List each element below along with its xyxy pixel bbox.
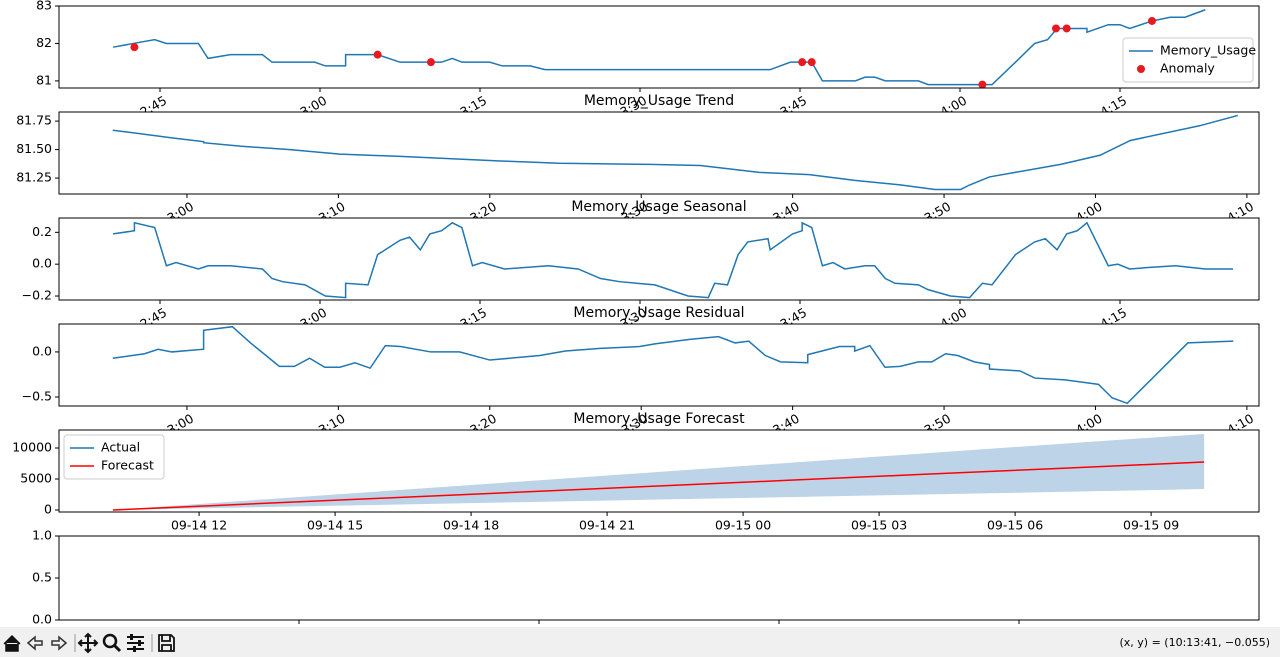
axes-title: Memory_Usage Trend [584, 93, 734, 109]
anomaly-point [978, 80, 987, 89]
axes-frame [58, 111, 1260, 195]
slider-knob [130, 634, 133, 640]
y-tick-label: 81.25 [16, 170, 52, 185]
toolbar-background [0, 627, 1280, 657]
slider-knob [138, 640, 141, 646]
x-tick-label: 09-14 18 [443, 518, 499, 533]
y-tick-label: −0.5 [22, 388, 52, 403]
y-tick-label: 81.75 [16, 113, 52, 128]
x-tick-label: 09-15 00 [715, 518, 771, 533]
confidence-band [112, 433, 1205, 510]
slider-knob [133, 646, 136, 652]
anomaly-point [1148, 16, 1157, 25]
axes-title: Memory_Usage Residual [573, 305, 744, 321]
x-tick-label: 09-15 03 [851, 518, 907, 533]
anomaly-point [1052, 24, 1061, 33]
y-tick-label: 82 [36, 35, 52, 50]
y-tick-label: 0.0 [32, 612, 52, 627]
legend-box [1122, 37, 1254, 83]
x-tick-label: 09-15 06 [987, 518, 1043, 533]
y-tick-label: 5000 [20, 470, 52, 485]
anomaly-point [807, 58, 816, 67]
anomaly-point [1062, 24, 1071, 33]
zoom-handle [112, 643, 122, 653]
back-button[interactable] [26, 635, 43, 651]
y-tick-label: 0 [44, 501, 52, 516]
y-tick-label: 10000 [12, 439, 52, 454]
axes-frame [58, 429, 1260, 513]
anomaly-point [426, 58, 435, 67]
y-tick-label: 81.50 [16, 141, 52, 156]
axes-frame [58, 5, 1260, 89]
x-tick-label: 09-14 21 [579, 518, 635, 533]
cursor-status: (x, y) = (10:13:41, −0.055) [1120, 636, 1271, 649]
home-button[interactable] [3, 634, 21, 652]
legend-label: Actual [101, 440, 140, 455]
legend-marker [1137, 65, 1145, 73]
y-tick-label: 0.0 [32, 343, 52, 358]
anomaly-point [373, 50, 382, 59]
y-tick-label: 1.0 [32, 528, 52, 543]
save-button[interactable] [158, 634, 175, 652]
data-line [112, 114, 1238, 191]
legend-label: Memory_Usage [1160, 43, 1256, 58]
data-line [112, 221, 1234, 299]
data-line [112, 9, 1206, 86]
axes-background [59, 536, 1259, 620]
axes-background [59, 6, 1259, 88]
y-tick-label: 0.2 [32, 224, 52, 239]
axes-title: Memory_Usage Seasonal [571, 199, 746, 215]
legend-label: Anomaly [1160, 61, 1215, 76]
y-tick-label: 0.5 [32, 570, 52, 585]
axes-title: Memory_Usage Forecast [573, 411, 745, 427]
data-line [112, 325, 1234, 405]
y-tick-label: 81 [36, 72, 52, 87]
anomaly-point [798, 58, 807, 67]
y-tick-label: −0.2 [22, 288, 52, 303]
legend-box [63, 434, 165, 480]
y-tick-label: 0.0 [32, 256, 52, 271]
axes-frame [58, 323, 1260, 407]
axes-background [59, 324, 1259, 406]
x-tick-label: 09-14 15 [307, 518, 363, 533]
x-tick-label: 09-14 12 [171, 518, 227, 533]
axes-background [59, 112, 1259, 194]
legend-label: Forecast [101, 458, 154, 473]
axes-frame [58, 535, 1260, 621]
axes-frame [58, 217, 1260, 301]
pan-button[interactable] [77, 632, 99, 654]
forward-button[interactable] [51, 635, 68, 651]
data-line [112, 461, 1205, 511]
toolbar: (x, y) = (10:13:41, −0.055) [0, 627, 1280, 657]
x-tick-label: 09-15 09 [1123, 518, 1179, 533]
y-tick-label: 83 [36, 0, 52, 13]
anomaly-point [130, 43, 139, 52]
zoom-button[interactable] [102, 633, 118, 649]
